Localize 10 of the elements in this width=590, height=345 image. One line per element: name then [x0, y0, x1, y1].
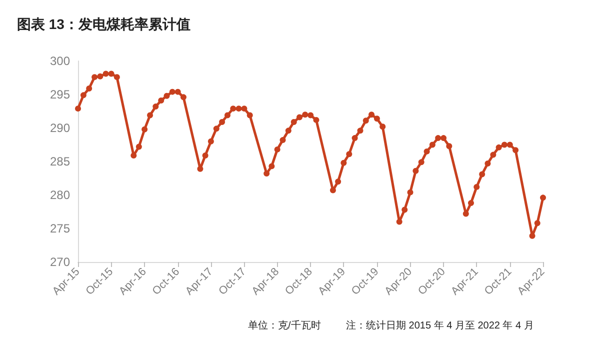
text: 注：统计日期 2015 年 4 月至 2022 年 4 月 — [346, 320, 534, 332]
y-tick-label: 270 — [50, 255, 70, 269]
y-tick-label: 275 — [50, 222, 70, 236]
y-tick-label: 285 — [50, 154, 70, 168]
y-tick-label: 290 — [50, 121, 70, 135]
text: 单位：克/千瓦时 — [248, 320, 321, 332]
y-tick-label: 295 — [50, 88, 70, 102]
y-tick-label: 300 — [50, 54, 70, 68]
chart-title: 图表 13：发电煤耗率累计值 — [17, 16, 190, 32]
y-tick-label: 280 — [50, 188, 70, 202]
